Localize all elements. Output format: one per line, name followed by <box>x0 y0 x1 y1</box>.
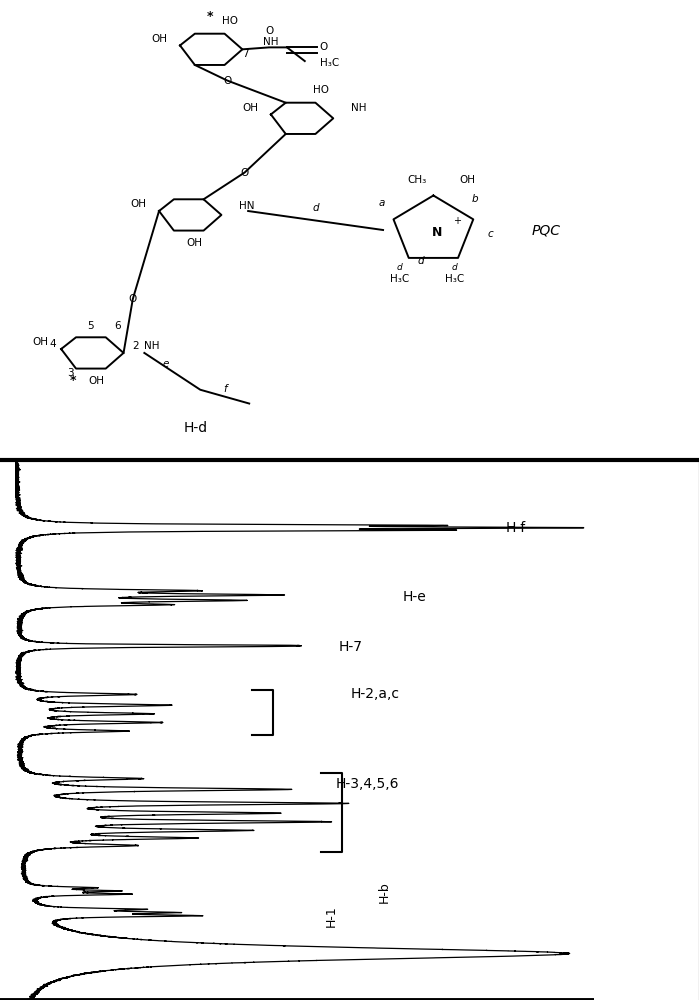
Text: H₃C: H₃C <box>445 274 464 284</box>
Text: O: O <box>265 26 273 36</box>
Text: *: * <box>206 10 213 23</box>
Text: O: O <box>129 294 137 304</box>
Text: H-b: H-b <box>377 881 390 903</box>
Text: 5: 5 <box>87 321 94 331</box>
Text: HN: HN <box>239 201 254 211</box>
Text: d: d <box>397 263 403 272</box>
Text: OH: OH <box>130 199 146 209</box>
Text: HO: HO <box>222 16 238 26</box>
Text: 7: 7 <box>242 49 249 59</box>
Text: H-1: H-1 <box>325 905 338 927</box>
Text: NH: NH <box>351 103 366 113</box>
Text: PQC: PQC <box>531 223 560 237</box>
Text: b: b <box>471 194 477 204</box>
Text: e: e <box>162 359 168 369</box>
Text: f: f <box>223 384 226 394</box>
Text: H-d: H-d <box>184 421 208 435</box>
Text: O: O <box>240 167 249 178</box>
Text: NH: NH <box>145 341 160 351</box>
Text: NH: NH <box>263 37 279 47</box>
Text: 6: 6 <box>115 321 121 331</box>
Text: H-7: H-7 <box>339 640 363 654</box>
Text: H-2,a,c: H-2,a,c <box>351 687 400 701</box>
Text: H-f: H-f <box>505 521 526 535</box>
Text: H₃C: H₃C <box>390 274 410 284</box>
Text: H-3,4,5,6: H-3,4,5,6 <box>336 777 400 791</box>
Text: CH₃: CH₃ <box>407 175 426 185</box>
Text: 2: 2 <box>132 341 138 351</box>
Text: c: c <box>488 229 493 239</box>
Text: O: O <box>223 76 231 86</box>
Text: H-e: H-e <box>402 590 426 604</box>
Text: H₃C: H₃C <box>319 58 339 68</box>
Text: d: d <box>312 203 319 213</box>
Text: OH: OH <box>459 175 475 185</box>
Text: 4: 4 <box>49 339 55 349</box>
Text: 3: 3 <box>67 368 73 378</box>
Text: OH: OH <box>32 337 48 347</box>
Text: OH: OH <box>151 34 167 44</box>
Text: +: + <box>453 216 461 226</box>
Text: a: a <box>379 198 385 208</box>
Text: d: d <box>452 263 457 272</box>
Text: HO: HO <box>313 85 329 95</box>
Text: d: d <box>417 256 424 266</box>
Text: OH: OH <box>242 103 258 113</box>
Text: N: N <box>432 226 442 239</box>
Text: OH: OH <box>89 376 105 386</box>
Text: *: * <box>70 374 76 387</box>
Text: OH: OH <box>187 238 203 248</box>
Text: O: O <box>319 42 328 52</box>
